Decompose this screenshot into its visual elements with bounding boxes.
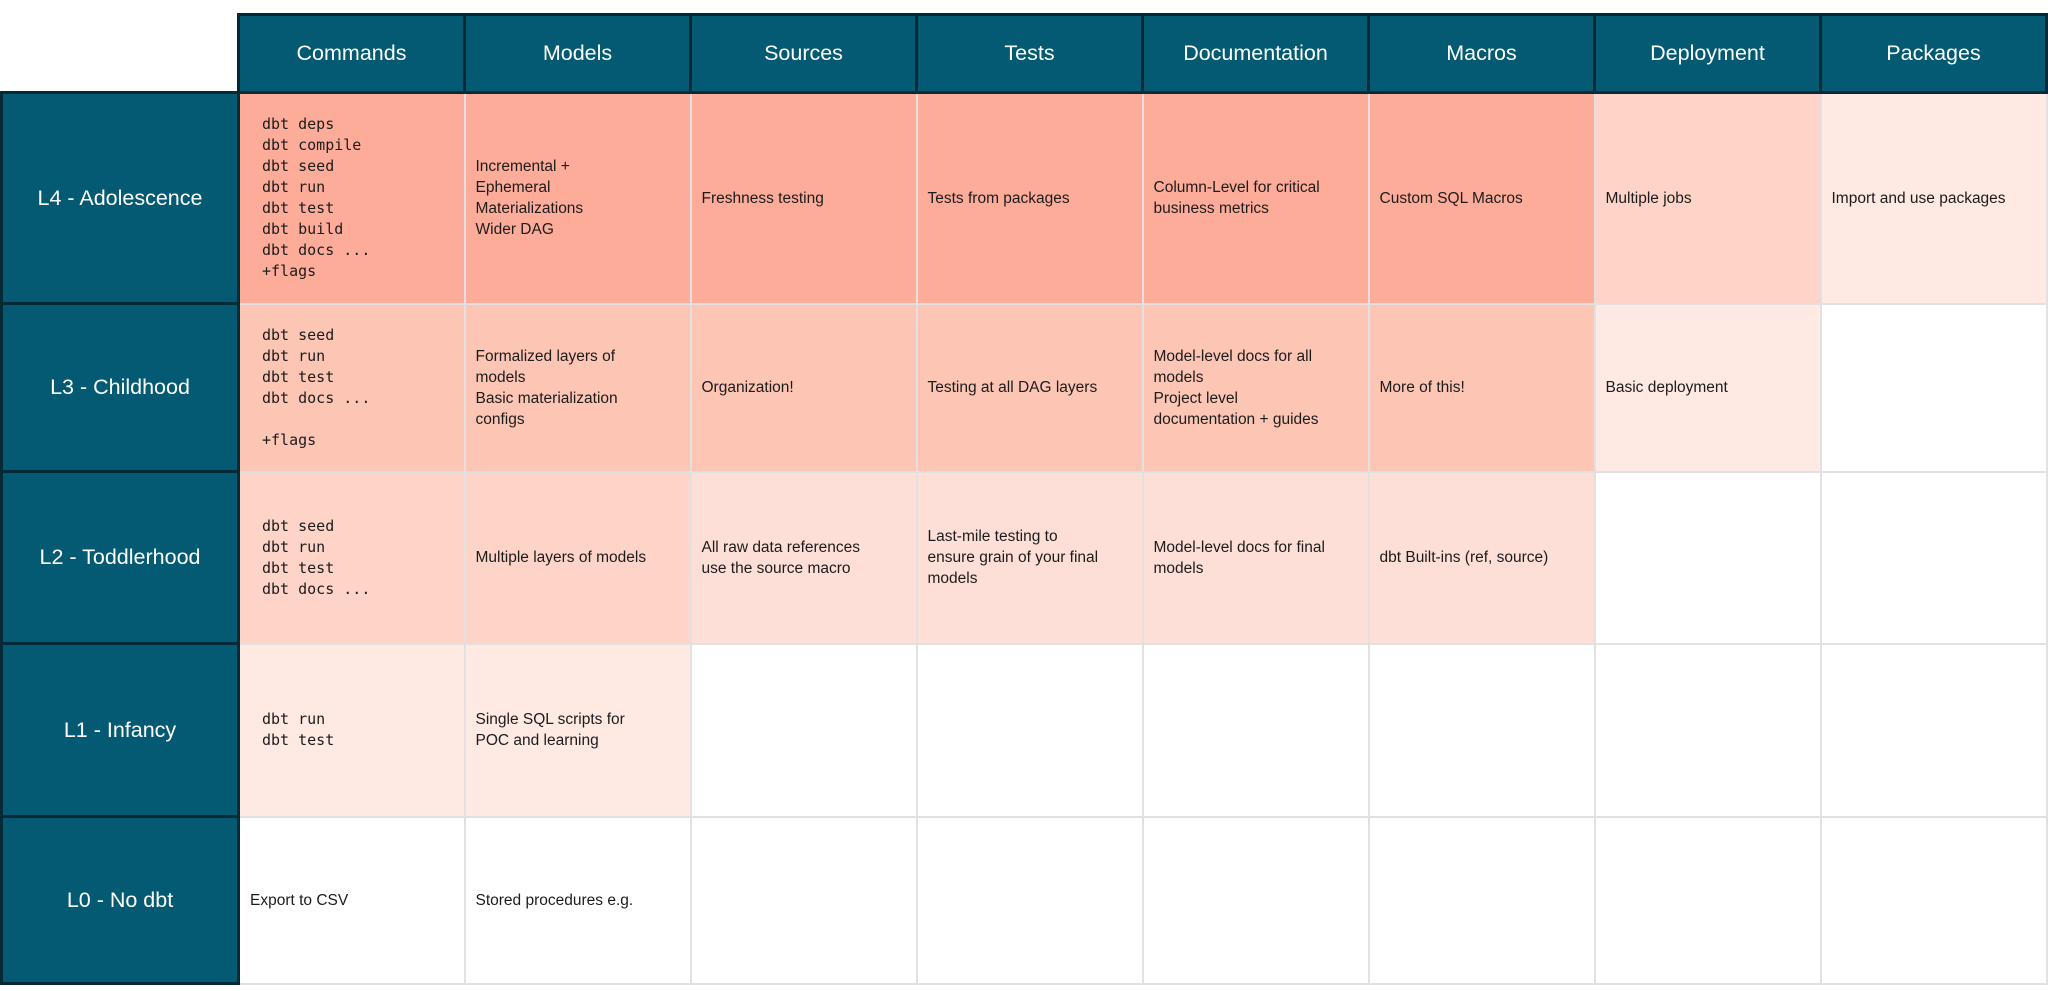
col-header-deployment: Deployment: [1593, 13, 1822, 94]
cell-l2-models: Multiple layers of models: [463, 470, 692, 645]
corner-cell: [1, 14, 239, 93]
col-header-packages: Packages: [1819, 13, 2048, 94]
cell-l4-tests: Tests from packages: [915, 91, 1144, 305]
cell-l0-packages: [1819, 815, 2048, 985]
dbt-maturity-table: Commands Models Sources Tests Documentat…: [0, 13, 2048, 985]
cell-l3-packages: [1819, 302, 2048, 473]
cell-l2-packages: [1819, 470, 2048, 645]
table-row-l0: L0 - No dbt Export to CSV Stored procedu…: [0, 815, 2048, 985]
cell-l1-macros: [1367, 642, 1596, 818]
cell-l3-commands: dbt seed dbt run dbt test dbt docs ... +…: [237, 302, 466, 473]
cell-l0-commands: Export to CSV: [237, 815, 466, 985]
cell-l4-models: Incremental + Ephemeral Materializations…: [463, 91, 692, 305]
row-label-l4: L4 - Adolescence: [0, 91, 240, 305]
cell-l0-models: Stored procedures e.g.: [463, 815, 692, 985]
cell-l4-deployment: Multiple jobs: [1593, 91, 1822, 305]
row-label-l0: L0 - No dbt: [0, 815, 240, 985]
cell-l4-macros: Custom SQL Macros: [1367, 91, 1596, 305]
col-header-documentation: Documentation: [1141, 13, 1370, 94]
cell-l1-sources: [689, 642, 918, 818]
cell-l2-macros: dbt Built-ins (ref, source): [1367, 470, 1596, 645]
cell-l2-documentation: Model-level docs for final models: [1141, 470, 1370, 645]
cell-l2-deployment: [1593, 470, 1822, 645]
cell-l0-sources: [689, 815, 918, 985]
cell-l1-packages: [1819, 642, 2048, 818]
cell-l1-documentation: [1141, 642, 1370, 818]
row-label-l1: L1 - Infancy: [0, 642, 240, 818]
cell-l2-sources: All raw data references use the source m…: [689, 470, 918, 645]
col-header-macros: Macros: [1367, 13, 1596, 94]
col-header-sources: Sources: [689, 13, 918, 94]
col-header-commands: Commands: [237, 13, 466, 94]
cell-l3-tests: Testing at all DAG layers: [915, 302, 1144, 473]
cell-l0-macros: [1367, 815, 1596, 985]
cell-l1-deployment: [1593, 642, 1822, 818]
cell-l1-commands: dbt run dbt test: [237, 642, 466, 818]
cell-l2-tests: Last-mile testing to ensure grain of you…: [915, 470, 1144, 645]
col-header-tests: Tests: [915, 13, 1144, 94]
row-label-l2: L2 - Toddlerhood: [0, 470, 240, 645]
cell-l4-packages: Import and use packages: [1819, 91, 2048, 305]
table-row-l4: L4 - Adolescence dbt deps dbt compile db…: [0, 91, 2048, 305]
cell-l3-macros: More of this!: [1367, 302, 1596, 473]
cell-l1-tests: [915, 642, 1144, 818]
cell-l1-models: Single SQL scripts for POC and learning: [463, 642, 692, 818]
cell-l3-deployment: Basic deployment: [1593, 302, 1822, 473]
cell-l0-documentation: [1141, 815, 1370, 985]
header-row: Commands Models Sources Tests Documentat…: [1, 13, 2048, 94]
cell-l0-deployment: [1593, 815, 1822, 985]
col-header-models: Models: [463, 13, 692, 94]
row-label-l3: L3 - Childhood: [0, 302, 240, 473]
table-row-l3: L3 - Childhood dbt seed dbt run dbt test…: [0, 302, 2048, 473]
cell-l3-sources: Organization!: [689, 302, 918, 473]
cell-l4-documentation: Column-Level for critical business metri…: [1141, 91, 1370, 305]
table-row-l1: L1 - Infancy dbt run dbt test Single SQL…: [0, 642, 2048, 818]
cell-l4-commands: dbt deps dbt compile dbt seed dbt run db…: [237, 91, 466, 305]
table-row-l2: L2 - Toddlerhood dbt seed dbt run dbt te…: [0, 470, 2048, 645]
cell-l3-documentation: Model-level docs for all models Project …: [1141, 302, 1370, 473]
cell-l0-tests: [915, 815, 1144, 985]
cell-l4-sources: Freshness testing: [689, 91, 918, 305]
cell-l3-models: Formalized layers of models Basic materi…: [463, 302, 692, 473]
cell-l2-commands: dbt seed dbt run dbt test dbt docs ...: [237, 470, 466, 645]
